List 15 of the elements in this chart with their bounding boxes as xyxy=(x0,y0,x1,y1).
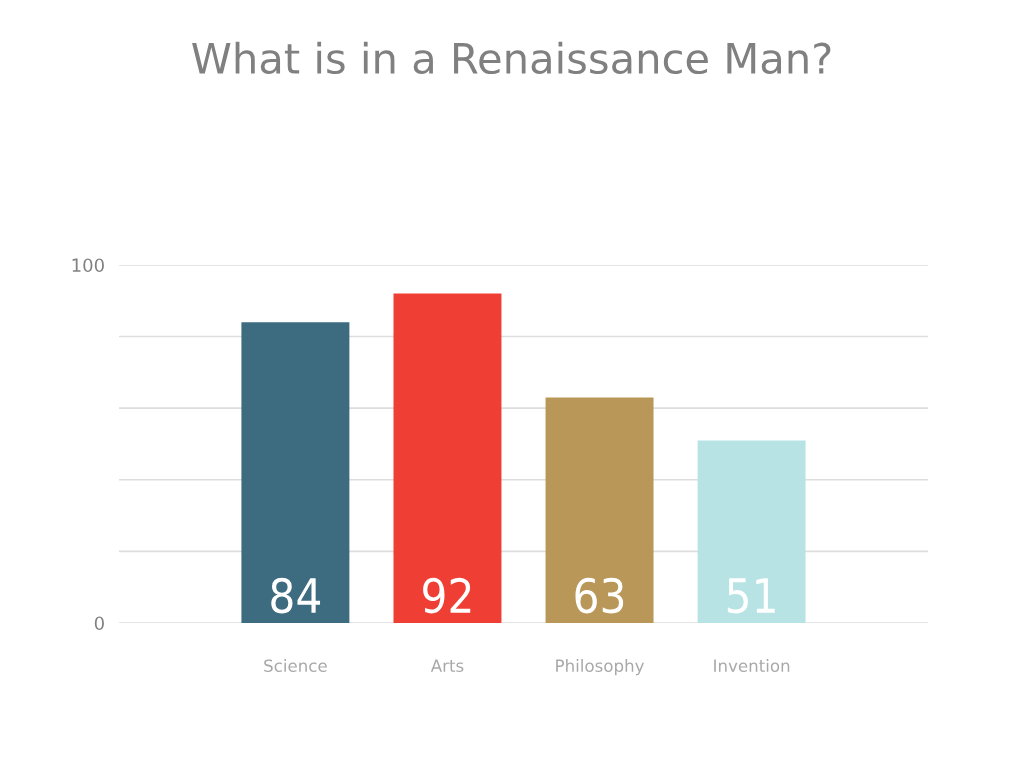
bar xyxy=(545,397,654,623)
data-label: 51 xyxy=(727,578,775,614)
data-label: 84 xyxy=(271,577,321,614)
x-tick-label: Arts xyxy=(430,659,464,673)
y-tick-label: 0 xyxy=(94,616,104,631)
data-label: 92 xyxy=(423,577,471,614)
bar xyxy=(697,440,806,623)
bar xyxy=(241,322,350,623)
chart-title: What is in a Renaissance Man? xyxy=(192,41,831,75)
bar xyxy=(393,293,502,623)
data-label: 63 xyxy=(575,577,624,614)
x-tick-label: Invention xyxy=(714,659,790,673)
x-tick-label: Science xyxy=(264,659,327,673)
y-tick-label: 100 xyxy=(72,258,104,273)
x-tick-label: Philosophy xyxy=(556,659,645,676)
